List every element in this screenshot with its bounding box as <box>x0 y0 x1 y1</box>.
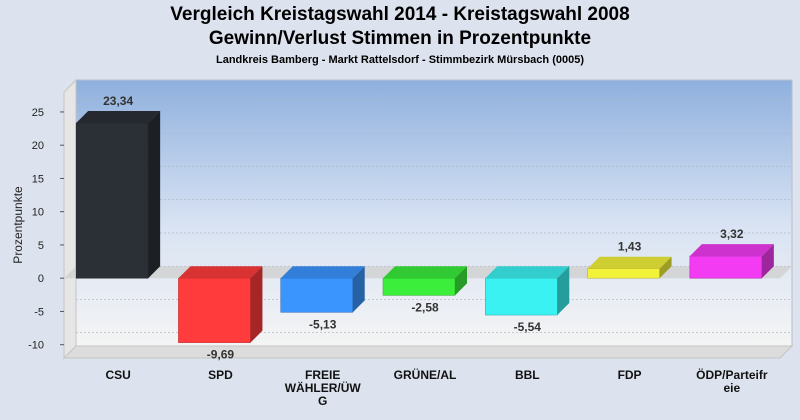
data-label: 3,32 <box>720 227 744 241</box>
data-label: -5,13 <box>309 317 337 331</box>
y-tick-label: 15 <box>32 173 44 185</box>
chart-subtitle: Gewinn/Verlust Stimmen in Prozentpunkte <box>208 28 592 49</box>
bar-5 <box>587 268 660 279</box>
bar-3 <box>382 277 456 296</box>
x-tick-label: CSU <box>105 368 130 382</box>
y-tick-label: -10 <box>28 340 44 352</box>
x-tick-label: WÄHLER/ÜW <box>285 380 362 395</box>
data-label: 23,34 <box>103 94 133 108</box>
y-tick-label: -5 <box>34 306 44 318</box>
data-label: -2,58 <box>411 300 439 314</box>
bar-6 <box>689 255 763 279</box>
bar-side-4 <box>557 266 570 316</box>
x-tick-label: eie <box>724 381 741 395</box>
bar-top-3 <box>383 266 467 279</box>
chart-caption: Landkreis Bamberg - Markt Rattelsdorf - … <box>216 54 584 66</box>
data-label: 1,43 <box>618 240 642 254</box>
bar-side-0 <box>148 110 161 279</box>
data-label: -9,69 <box>207 348 235 362</box>
y-axis-label: Prozentpunkte <box>11 186 25 264</box>
data-label: -5,54 <box>514 320 542 334</box>
x-tick-label: BBL <box>515 368 540 382</box>
y-tick-label: 10 <box>32 207 44 219</box>
x-tick-label: G <box>318 394 327 408</box>
chart-title: Vergleich Kreistagswahl 2014 - Kreistags… <box>170 4 630 25</box>
bar-top-0 <box>76 110 161 123</box>
x-tick-label: FDP <box>618 368 642 382</box>
bar-side-3 <box>455 266 467 296</box>
bar-side-5 <box>659 256 672 279</box>
bar-side-6 <box>761 244 774 279</box>
y-tick-label: 0 <box>38 273 44 285</box>
x-tick-label: GRÜNE/AL <box>394 367 457 382</box>
x-tick-label: FREIE <box>305 368 340 382</box>
y-tick-label: 20 <box>32 140 44 152</box>
bar-side-1 <box>250 266 263 343</box>
bar-top-1 <box>178 266 263 279</box>
bar-top-5 <box>587 256 672 269</box>
bar-2 <box>280 277 353 313</box>
bar-side-2 <box>352 266 365 313</box>
bar-top-6 <box>689 244 774 257</box>
bar-top-2 <box>280 266 365 279</box>
bar-0 <box>75 122 149 279</box>
plot-floor <box>62 345 794 359</box>
y-tick-label: 25 <box>32 107 44 119</box>
y-tick-label: 5 <box>38 240 44 252</box>
bar-4 <box>485 277 558 316</box>
x-tick-label: ÖDP/Parteifr <box>696 367 768 382</box>
x-tick-label: SPD <box>208 368 233 382</box>
bar-1 <box>178 277 251 343</box>
plot-side-wall <box>63 78 77 360</box>
bar-top-4 <box>485 266 570 279</box>
